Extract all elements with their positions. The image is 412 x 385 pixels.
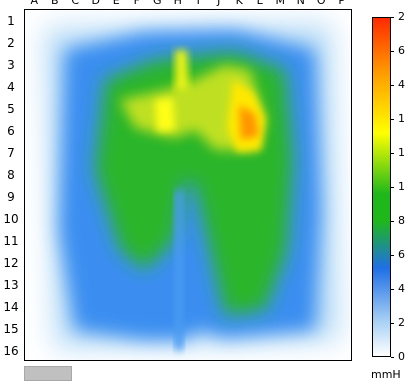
- row-label: 9: [7, 190, 15, 204]
- row-label: 16: [3, 344, 19, 358]
- legend-tick-label: 4: [398, 282, 405, 295]
- row-label: 11: [3, 234, 19, 248]
- row-label: 8: [7, 168, 15, 182]
- pressure-heatmap[interactable]: [24, 9, 352, 361]
- row-label: 2: [7, 36, 15, 50]
- legend-tick-label: 1: [398, 180, 405, 193]
- row-label: 1: [7, 14, 15, 28]
- column-label: H: [173, 0, 182, 7]
- row-label: 14: [3, 300, 19, 314]
- legend-tick: 1: [391, 146, 412, 160]
- column-label: P: [338, 0, 346, 7]
- legend-tick: 0: [391, 350, 412, 364]
- legend-tick: 2: [391, 316, 412, 330]
- legend-tick-label: 6: [398, 248, 405, 261]
- row-label: 12: [3, 256, 19, 270]
- row-label: 4: [7, 80, 15, 94]
- legend-unit-label: mmH: [371, 368, 401, 381]
- color-scale-legend: [372, 17, 391, 357]
- legend-tick-label: 2: [398, 10, 405, 23]
- pressure-gap-left: [175, 190, 183, 350]
- pressure-hotspot-left: [155, 98, 175, 132]
- legend-ticks: 2 6 4 1 1 1 8 6 4 2 0: [391, 10, 412, 370]
- row-header: 1 2 3 4 5 6 7 8 9 10 11 12 13 14 15 16: [0, 10, 22, 362]
- legend-tick: 2: [391, 10, 412, 24]
- column-label: F: [133, 0, 140, 7]
- legend-tick: 4: [391, 78, 412, 92]
- column-label: N: [296, 0, 305, 7]
- column-label: M: [275, 0, 286, 7]
- row-label: 13: [3, 278, 19, 292]
- legend-tick-label: 4: [398, 78, 405, 91]
- legend-tick: 8: [391, 214, 412, 228]
- column-label: O: [316, 0, 326, 7]
- column-label: J: [217, 0, 221, 7]
- column-label: K: [235, 0, 243, 7]
- heatmap-svg: [45, 24, 339, 350]
- legend-tick: 1: [391, 180, 412, 194]
- column-label: D: [91, 0, 100, 7]
- column-label: I: [196, 0, 200, 7]
- column-label: E: [112, 0, 120, 7]
- horizontal-scrollbar-thumb[interactable]: [24, 366, 72, 381]
- legend-tick: 4: [391, 282, 412, 296]
- legend-tick: 6: [391, 44, 412, 58]
- row-label: 15: [3, 322, 19, 336]
- column-label: A: [30, 0, 39, 7]
- row-label: 6: [7, 124, 15, 138]
- legend-tick: 1: [391, 112, 412, 126]
- column-label: L: [256, 0, 263, 7]
- pressure-peak: [239, 105, 259, 140]
- legend-tick-label: 2: [398, 316, 405, 329]
- column-header: A B C D E F G H I J K L M N O P: [24, 0, 352, 8]
- row-label: 5: [7, 102, 15, 116]
- column-label: B: [50, 0, 59, 7]
- legend-tick-label: 0: [398, 350, 405, 363]
- row-label: 10: [3, 212, 19, 226]
- legend-tick: 6: [391, 248, 412, 262]
- legend-tick-label: 1: [398, 112, 405, 125]
- row-label: 3: [7, 58, 15, 72]
- column-label: C: [71, 0, 80, 7]
- column-label: G: [152, 0, 162, 7]
- legend-tick-label: 1: [398, 146, 405, 159]
- pressure-hotspot-top: [175, 50, 189, 92]
- legend-tick-label: 6: [398, 44, 405, 57]
- row-label: 7: [7, 146, 15, 160]
- legend-tick-label: 8: [398, 214, 405, 227]
